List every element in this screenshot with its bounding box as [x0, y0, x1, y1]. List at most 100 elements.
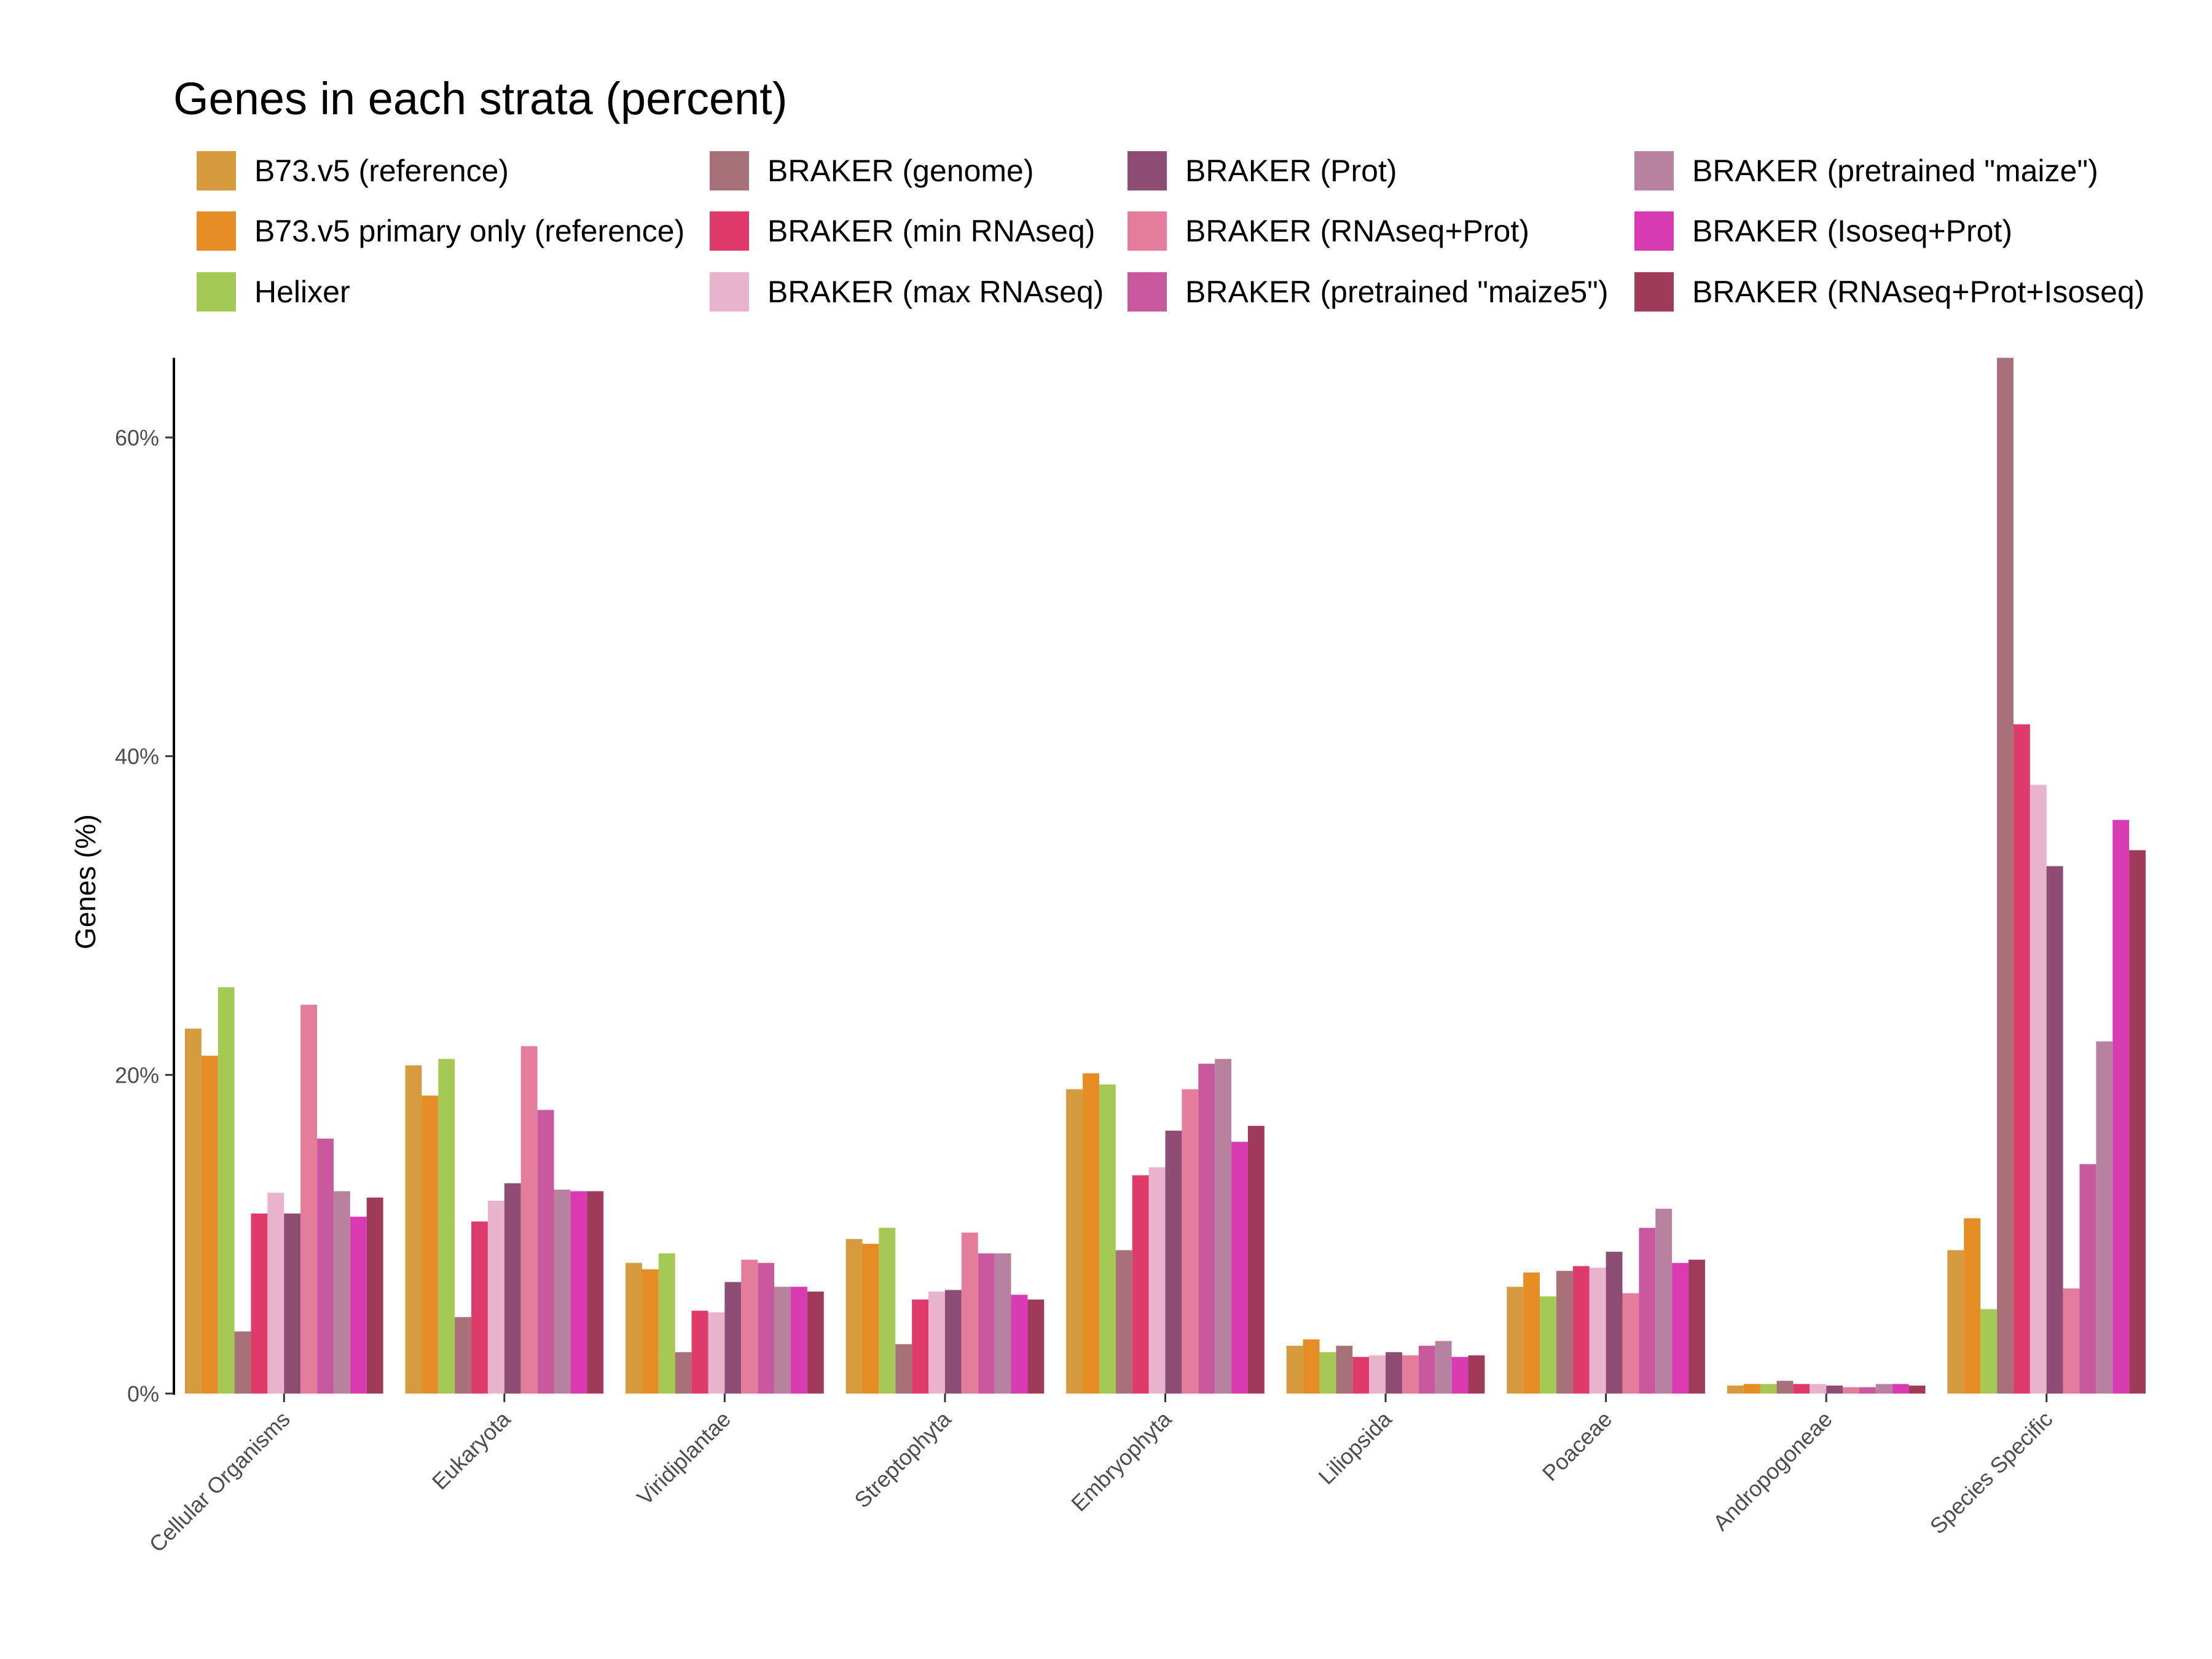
- bar: [1215, 1059, 1232, 1394]
- bar: [587, 1191, 604, 1394]
- legend-label: BRAKER (Prot): [1185, 154, 1397, 188]
- bar: [626, 1263, 642, 1394]
- bar: [1572, 1266, 1590, 1394]
- bar: [1352, 1357, 1370, 1394]
- bar: [1606, 1252, 1623, 1394]
- x-tick-label: Embryophyta: [1066, 1406, 1177, 1516]
- legend-item: BRAKER (pretrained "maize"): [1634, 149, 2098, 192]
- legend-label: BRAKER (RNAseq+Prot+Isoseq): [1692, 275, 2145, 309]
- bar: [537, 1110, 554, 1394]
- bar: [2046, 866, 2063, 1394]
- bar: [1997, 358, 2014, 1394]
- bar: [300, 1005, 318, 1394]
- x-tick-label: Cellular Organisms: [144, 1406, 295, 1557]
- legend-label: BRAKER (pretrained "maize5"): [1185, 275, 1609, 309]
- bar: [1727, 1386, 1744, 1394]
- bar: [317, 1139, 334, 1394]
- bar: [658, 1253, 675, 1394]
- legend-label: BRAKER (max RNAseq): [767, 275, 1104, 309]
- legend-swatch: [197, 151, 236, 190]
- bar: [1418, 1346, 1435, 1394]
- bar: [1556, 1271, 1573, 1394]
- series-4: [251, 724, 2030, 1394]
- bar: [1760, 1384, 1777, 1394]
- bar: [471, 1221, 488, 1394]
- bar: [1198, 1064, 1215, 1394]
- legend-swatch: [1634, 151, 1674, 190]
- bar: [641, 1269, 659, 1394]
- bar: [912, 1299, 929, 1394]
- bar: [1507, 1287, 1524, 1394]
- legend-item: BRAKER (pretrained "maize5"): [1128, 270, 1609, 313]
- series-2: [218, 987, 1998, 1394]
- bar: [405, 1065, 422, 1394]
- bar: [845, 1239, 863, 1394]
- legend-item: BRAKER (genome): [710, 149, 1034, 192]
- bar: [1688, 1260, 1705, 1394]
- chart-title: Genes in each strata (percent): [173, 73, 788, 124]
- bar: [691, 1311, 708, 1394]
- y-axis-title: Genes (%): [69, 814, 101, 949]
- legend-label: B73.v5 primary only (reference): [254, 214, 685, 248]
- bar: [234, 1331, 251, 1394]
- legend-item: BRAKER (RNAseq+Prot+Isoseq): [1634, 270, 2144, 313]
- bar: [1859, 1387, 1876, 1394]
- bar: [1148, 1167, 1166, 1394]
- legend-swatch: [710, 211, 749, 251]
- bar: [1369, 1355, 1386, 1394]
- series-9: [333, 1041, 2113, 1394]
- bar: [1843, 1387, 1859, 1394]
- bar: [1875, 1384, 1892, 1394]
- bar: [1319, 1352, 1336, 1394]
- bar: [1655, 1209, 1673, 1394]
- legend-item: BRAKER (max RNAseq): [710, 270, 1104, 313]
- bar: [554, 1190, 571, 1394]
- bar: [807, 1292, 824, 1394]
- bar: [2013, 724, 2030, 1394]
- bar: [487, 1201, 504, 1394]
- bar: [1066, 1089, 1083, 1394]
- bar: [251, 1213, 268, 1394]
- bar: [1540, 1296, 1556, 1394]
- bar: [1435, 1341, 1452, 1394]
- legend-swatch: [1128, 272, 1167, 312]
- bar: [774, 1287, 791, 1394]
- bar: [218, 987, 235, 1394]
- bar: [1523, 1272, 1540, 1394]
- bar: [1810, 1384, 1827, 1394]
- x-tick-label: Species Specific: [1925, 1406, 2058, 1539]
- bar: [1776, 1381, 1794, 1394]
- bar: [2129, 850, 2146, 1394]
- bar: [1892, 1384, 1909, 1394]
- bar: [1247, 1126, 1265, 1394]
- bar: [2096, 1041, 2113, 1394]
- bar: [862, 1244, 879, 1394]
- bar: [1286, 1346, 1303, 1394]
- bar: [741, 1260, 758, 1394]
- bar: [504, 1183, 521, 1394]
- series-10: [350, 820, 2130, 1394]
- bar: [895, 1344, 912, 1394]
- series-6: [284, 866, 2063, 1394]
- bar: [790, 1287, 807, 1394]
- bar: [1468, 1355, 1485, 1394]
- bar: [1826, 1386, 1843, 1394]
- bar: [1622, 1293, 1639, 1394]
- bar: [1908, 1386, 1926, 1394]
- bar: [2112, 820, 2130, 1394]
- bar: [284, 1213, 301, 1394]
- x-tick-label: Liliopsida: [1314, 1406, 1397, 1489]
- bar: [455, 1317, 472, 1394]
- bar: [1165, 1131, 1182, 1394]
- legend-label: BRAKER (min RNAseq): [767, 214, 1096, 248]
- bar: [2030, 785, 2047, 1394]
- bar: [1743, 1384, 1760, 1394]
- series-0: [184, 1029, 1964, 1394]
- bar: [944, 1290, 962, 1394]
- legend-item: BRAKER (min RNAseq): [710, 210, 1095, 253]
- bar: [758, 1263, 775, 1394]
- bar: [1083, 1073, 1099, 1394]
- x-tick-label: Poaceae: [1537, 1406, 1617, 1486]
- series-8: [317, 1064, 2096, 1394]
